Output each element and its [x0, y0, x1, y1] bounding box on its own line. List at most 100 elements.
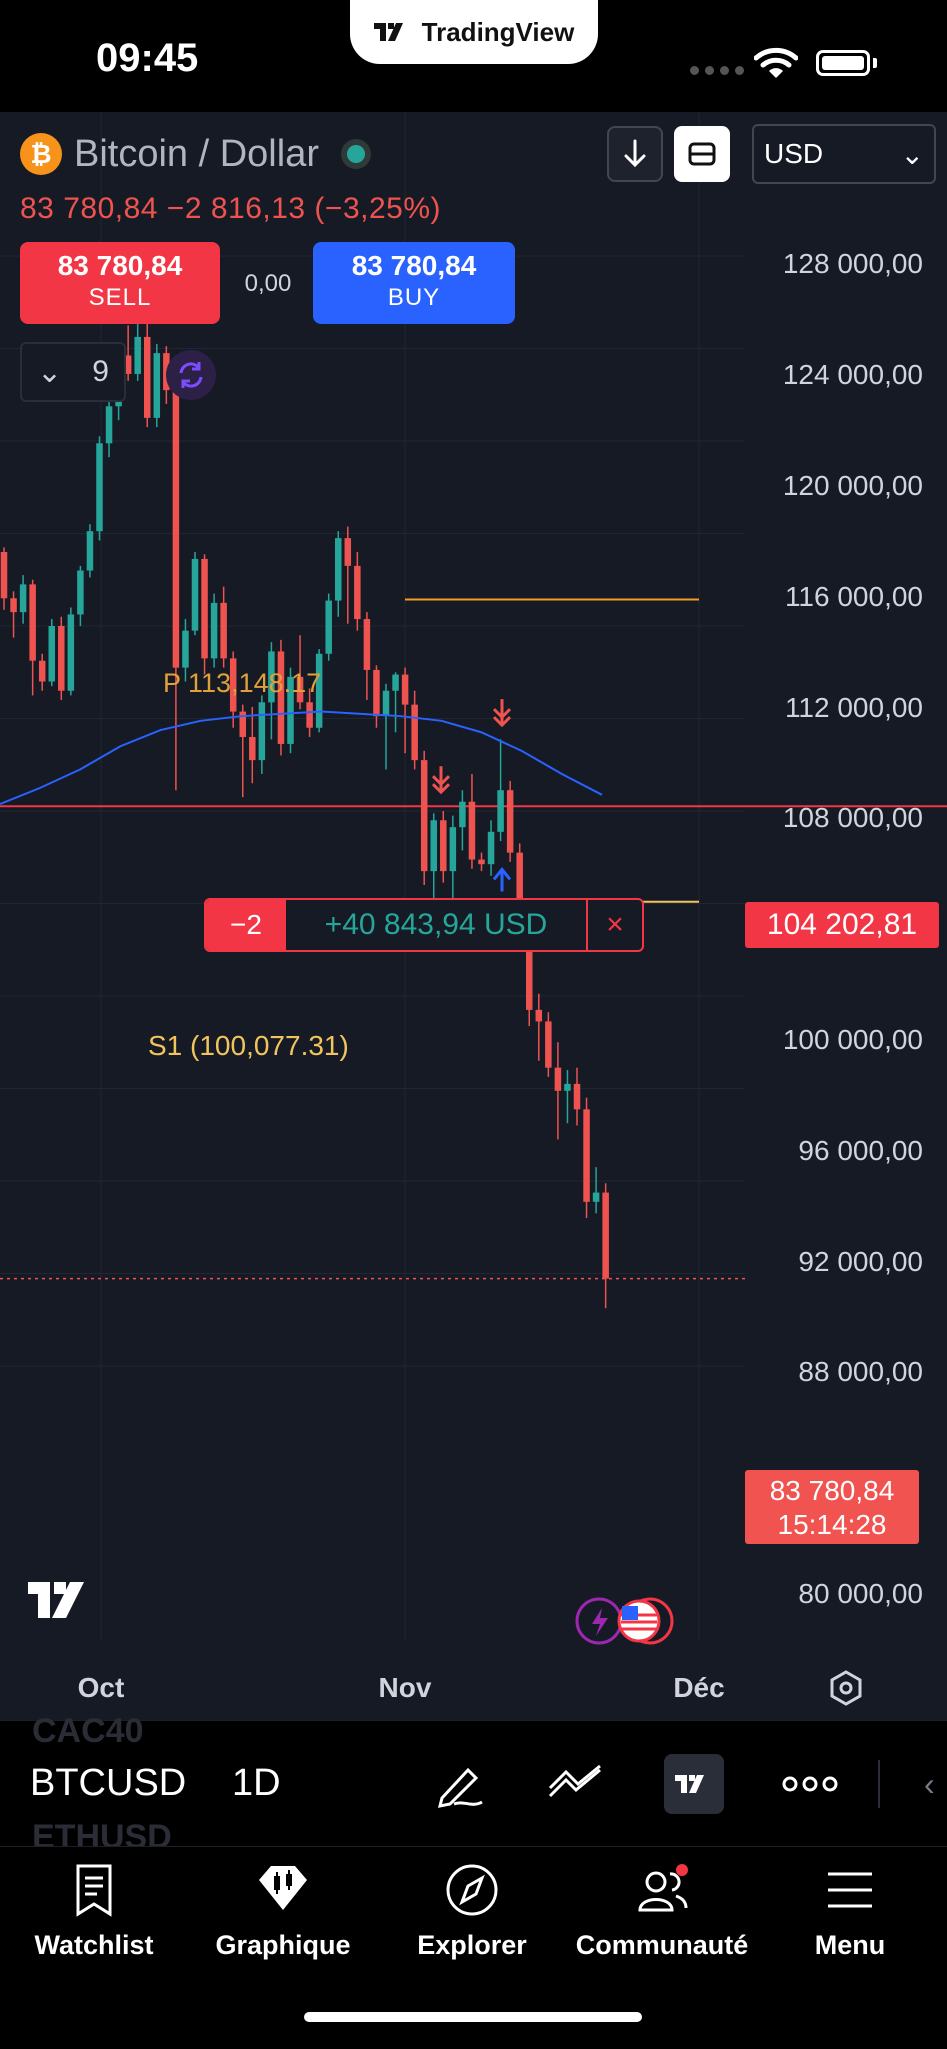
buy-label: BUY: [387, 284, 441, 311]
sync-icon: [179, 362, 203, 388]
tradingview-badge-label: TradingView: [421, 16, 575, 47]
more-options-button[interactable]: [780, 1754, 840, 1814]
nav-menu[interactable]: Menu: [760, 1862, 940, 1961]
price-chart[interactable]: [0, 112, 947, 1720]
fit-screen-button[interactable]: [674, 126, 730, 182]
buy-marker-icon: [492, 867, 512, 892]
nav-community[interactable]: Communauté: [572, 1862, 752, 1961]
market-open-icon: [340, 139, 371, 169]
bar-countdown: 15:14:28: [777, 1509, 887, 1540]
indicators-count: 9: [92, 355, 109, 388]
nav-chart[interactable]: Graphique: [193, 1862, 373, 1961]
refresh-icon[interactable]: [166, 350, 216, 400]
candle-body: [153, 353, 161, 418]
symbol-name: Bitcoin / Dollar: [74, 132, 319, 175]
tradingview-watermark-icon: [28, 1582, 84, 1618]
close-position-button[interactable]: ×: [606, 908, 624, 941]
nav-label: Explorer: [417, 1930, 527, 1960]
candle-body: [411, 704, 418, 761]
tradingview-tool-button[interactable]: [664, 1754, 724, 1814]
collapse-toolbar-button[interactable]: ‹: [924, 1766, 935, 1802]
position-quantity: −2: [206, 900, 286, 950]
wifi-icon: [754, 47, 798, 78]
price-axis-label: 128 000,00: [782, 248, 923, 279]
sell-marker-icon: [492, 699, 512, 728]
price-axis-label: 124 000,00: [782, 359, 923, 390]
price-axis-label: 80 000,00: [798, 1578, 923, 1609]
candle-body: [325, 600, 332, 654]
candle-body: [210, 602, 218, 659]
candle-body: [516, 852, 523, 934]
candle-body: [191, 558, 199, 631]
pen-icon: [437, 1767, 483, 1808]
candle-body: [382, 690, 390, 717]
sell-button[interactable]: 83 780,84 SELL: [20, 242, 220, 324]
nav-label: Communauté: [575, 1930, 749, 1960]
currency-select[interactable]: USD ⌄: [752, 124, 936, 184]
nav-watchlist[interactable]: Watchlist: [4, 1862, 184, 1961]
drawing-tool-button[interactable]: [430, 1754, 490, 1814]
candle-body: [48, 626, 55, 682]
currency-value: USD: [764, 138, 824, 169]
candle-body: [172, 390, 180, 668]
candle-body: [526, 933, 533, 1010]
candle-body: [58, 626, 65, 691]
candle-body: [468, 801, 476, 860]
price-axis-label: 88 000,00: [798, 1356, 923, 1387]
position-line-label[interactable]: −2 +40 843,94 USD ×: [204, 898, 644, 952]
price-axis-label: 92 000,00: [798, 1246, 923, 1277]
position-pnl: +40 843,94 USD: [286, 900, 588, 950]
spread-value: 0,00: [244, 270, 292, 297]
s1-level-label: S1 (100,077.31): [148, 1030, 349, 1061]
price-axis-label: 116 000,00: [784, 581, 923, 612]
candle-body: [506, 790, 514, 853]
fit-screen-icon: [688, 142, 716, 166]
candle-body: [497, 790, 504, 832]
arrow-down-icon: [624, 139, 646, 168]
signal-icon: [690, 66, 744, 75]
tradingview-logo-icon: [373, 23, 403, 41]
candle-body: [10, 598, 17, 613]
indicators-button[interactable]: [546, 1754, 606, 1814]
sell-price: 83 780,84: [57, 250, 183, 281]
candle-body: [573, 1083, 581, 1110]
events-icon[interactable]: [574, 1596, 680, 1646]
last-price-tag: 83 780,84 15:14:28: [745, 1470, 919, 1544]
indicators-toggle[interactable]: ⌄ 9: [20, 342, 126, 402]
nav-explorer[interactable]: Explorer: [382, 1862, 562, 1961]
interval-picker[interactable]: 1D: [232, 1762, 281, 1804]
buy-button[interactable]: 83 780,84 BUY: [313, 242, 515, 324]
candle-body: [373, 669, 380, 717]
tradingview-logo-icon: [675, 1775, 704, 1793]
candle-body: [335, 538, 342, 601]
chart-icon: [259, 1866, 307, 1910]
price-axis-label: 120 000,00: [782, 470, 923, 501]
chevron-down-icon: ⌄: [900, 138, 924, 170]
candle-body: [201, 558, 208, 659]
chart-toolbar: [0, 1720, 947, 1847]
scroll-to-latest-button[interactable]: [607, 126, 663, 182]
symbol-header[interactable]: ₿ Bitcoin / Dollar: [20, 132, 371, 175]
candle-body: [354, 565, 361, 620]
candle-body: [487, 831, 495, 865]
symbol-picker-prev[interactable]: CAC40: [32, 1712, 144, 1750]
buy-price: 83 780,84: [351, 250, 477, 281]
sell-marker-icon: [431, 766, 451, 795]
candle-body: [182, 630, 189, 668]
candle-body: [459, 801, 466, 828]
candle-body: [420, 760, 428, 872]
candle-body: [134, 336, 141, 374]
nav-label: Watchlist: [34, 1930, 154, 1960]
chart-settings-icon[interactable]: [826, 1668, 866, 1708]
candle-body: [545, 1021, 552, 1068]
candle-body: [77, 570, 84, 615]
symbol-picker[interactable]: BTCUSD: [30, 1762, 187, 1804]
candle-body: [392, 674, 399, 691]
candle-body: [67, 614, 75, 691]
candle-body: [124, 355, 132, 374]
notification-badge: [676, 1864, 688, 1876]
candle-body: [478, 859, 485, 865]
price-axis-label: 112 000,00: [784, 692, 923, 723]
status-time: 09:45: [96, 36, 199, 80]
watchlist-icon: [76, 1864, 112, 1917]
